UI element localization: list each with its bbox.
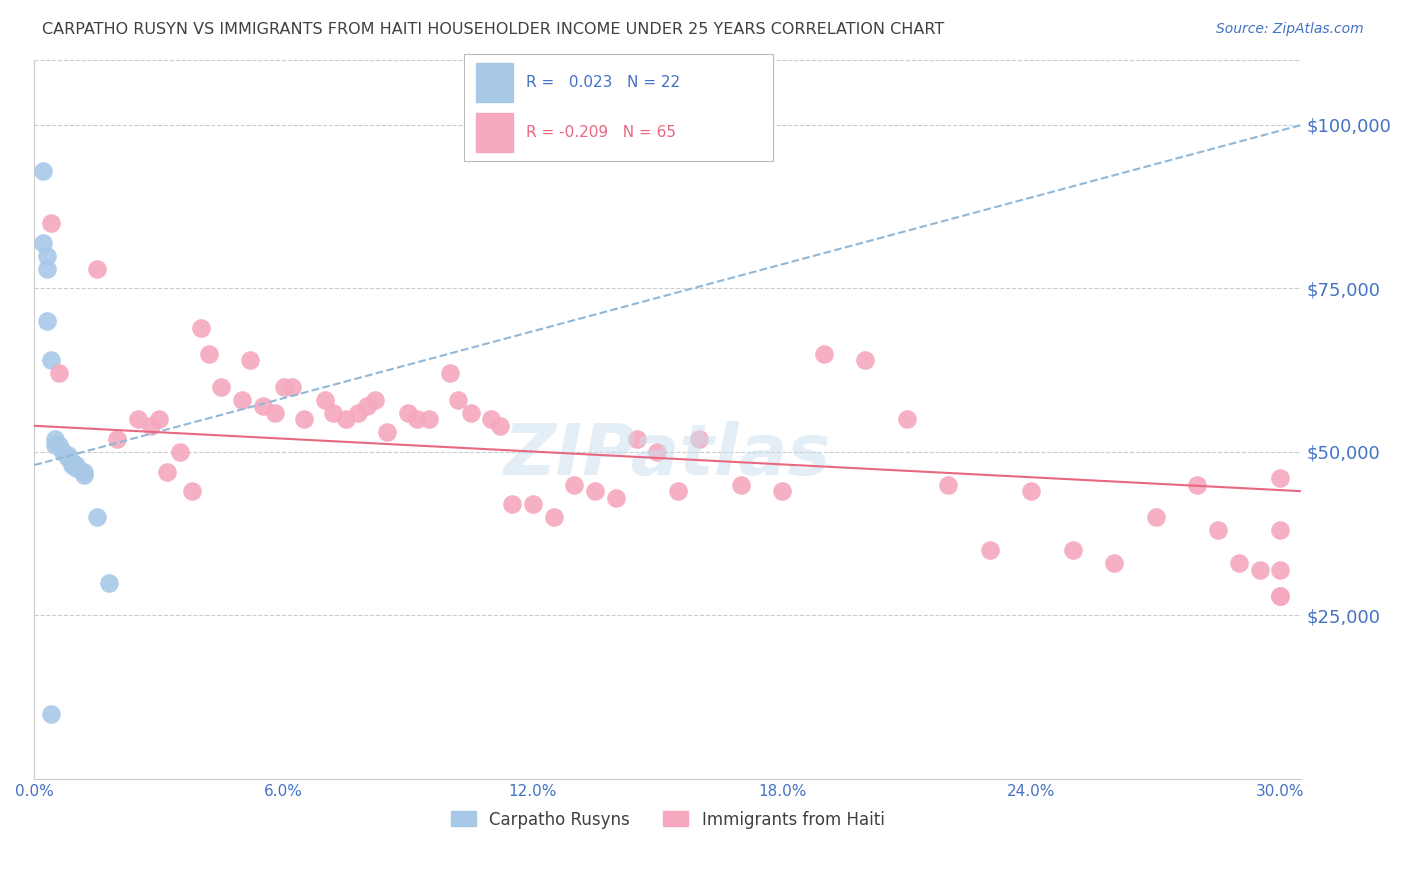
- Point: [209, 379, 232, 393]
- Point: [156, 465, 179, 479]
- Point: [31, 163, 53, 178]
- Point: [447, 392, 470, 407]
- Legend: Carpatho Rusyns, Immigrants from Haiti: Carpatho Rusyns, Immigrants from Haiti: [444, 804, 891, 835]
- Point: [148, 412, 170, 426]
- Point: [273, 379, 295, 393]
- Point: [1270, 524, 1292, 538]
- Point: [564, 477, 586, 491]
- Point: [35, 261, 58, 276]
- Point: [501, 497, 523, 511]
- Point: [44, 438, 66, 452]
- Point: [1270, 471, 1292, 485]
- Point: [1187, 477, 1209, 491]
- Point: [1206, 524, 1229, 538]
- Point: [647, 445, 669, 459]
- Point: [488, 418, 510, 433]
- Point: [979, 543, 1001, 558]
- Point: [418, 412, 440, 426]
- Point: [60, 458, 83, 472]
- Point: [1019, 484, 1042, 499]
- Text: CARPATHO RUSYN VS IMMIGRANTS FROM HAITI HOUSEHOLDER INCOME UNDER 25 YEARS CORREL: CARPATHO RUSYN VS IMMIGRANTS FROM HAITI …: [42, 22, 945, 37]
- Point: [39, 353, 62, 368]
- Point: [264, 406, 287, 420]
- Point: [65, 458, 87, 472]
- Point: [127, 412, 149, 426]
- Point: [896, 412, 918, 426]
- Point: [1270, 563, 1292, 577]
- Point: [1227, 556, 1250, 570]
- Text: R =   0.023   N = 22: R = 0.023 N = 22: [526, 75, 681, 90]
- Point: [73, 467, 96, 482]
- Point: [322, 406, 344, 420]
- Point: [44, 432, 66, 446]
- Point: [356, 399, 378, 413]
- Point: [98, 575, 121, 590]
- Point: [479, 412, 502, 426]
- Point: [35, 314, 58, 328]
- Point: [936, 477, 959, 491]
- Point: [853, 353, 876, 368]
- Point: [688, 432, 710, 446]
- Point: [39, 216, 62, 230]
- Point: [314, 392, 336, 407]
- Point: [439, 367, 461, 381]
- Point: [56, 451, 79, 466]
- Point: [169, 445, 191, 459]
- Point: [1062, 543, 1084, 558]
- Point: [626, 432, 648, 446]
- Point: [181, 484, 204, 499]
- Point: [1144, 510, 1167, 524]
- Point: [31, 235, 53, 250]
- Point: [190, 320, 212, 334]
- Point: [813, 347, 835, 361]
- Point: [48, 438, 70, 452]
- Point: [107, 432, 129, 446]
- Point: [39, 706, 62, 721]
- Point: [1104, 556, 1126, 570]
- Point: [583, 484, 606, 499]
- Text: R = -0.209   N = 65: R = -0.209 N = 65: [526, 125, 676, 140]
- Point: [60, 455, 83, 469]
- Point: [605, 491, 627, 505]
- Point: [1270, 589, 1292, 603]
- Point: [139, 418, 162, 433]
- Bar: [477, 113, 513, 152]
- Point: [56, 448, 79, 462]
- Bar: [477, 63, 513, 102]
- Text: ZIPatlas: ZIPatlas: [505, 421, 831, 490]
- Point: [198, 347, 221, 361]
- Point: [396, 406, 419, 420]
- Point: [730, 477, 752, 491]
- Point: [48, 367, 70, 381]
- Point: [1270, 589, 1292, 603]
- Point: [364, 392, 387, 407]
- Point: [35, 249, 58, 263]
- Point: [65, 461, 87, 475]
- Point: [52, 445, 75, 459]
- Point: [292, 412, 315, 426]
- Point: [335, 412, 357, 426]
- Point: [252, 399, 274, 413]
- Point: [770, 484, 793, 499]
- Point: [231, 392, 253, 407]
- Point: [73, 465, 96, 479]
- Point: [86, 261, 108, 276]
- Point: [522, 497, 544, 511]
- Text: Source: ZipAtlas.com: Source: ZipAtlas.com: [1216, 22, 1364, 37]
- Point: [347, 406, 370, 420]
- Point: [666, 484, 689, 499]
- Point: [543, 510, 565, 524]
- Point: [52, 445, 75, 459]
- Point: [239, 353, 262, 368]
- Point: [377, 425, 399, 440]
- Point: [1249, 563, 1271, 577]
- Point: [405, 412, 427, 426]
- Point: [460, 406, 482, 420]
- Point: [86, 510, 108, 524]
- Point: [281, 379, 304, 393]
